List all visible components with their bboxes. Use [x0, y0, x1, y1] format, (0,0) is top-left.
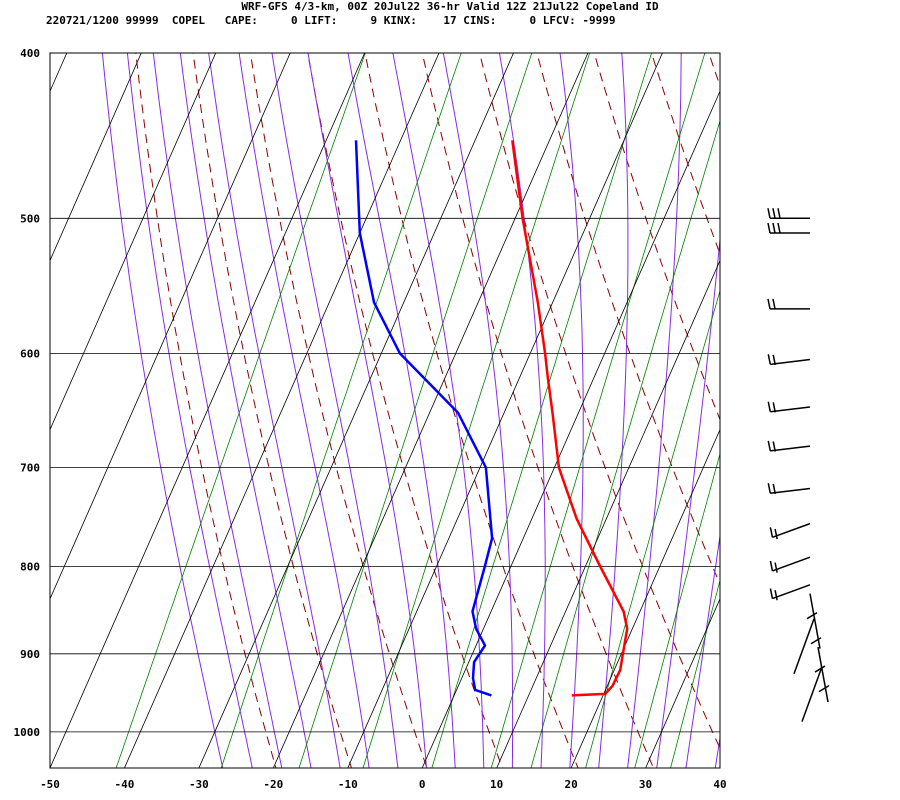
wind-barb: [767, 401, 811, 413]
wind-barb: [814, 646, 829, 703]
wind-barb: [767, 354, 811, 366]
isotherm-line: [50, 53, 365, 768]
mixing-ratio-line: [362, 53, 591, 768]
dry-adiabat: [135, 53, 277, 768]
y-tick-label: 900: [20, 648, 40, 661]
dry-adiabat: [866, 15, 900, 789]
moist-adiabat: [598, 53, 629, 768]
wind-barb: [801, 666, 830, 722]
moist-adiabat: [559, 53, 584, 768]
moist-adiabat: [442, 53, 514, 768]
x-tick-label: -10: [338, 778, 358, 791]
mixing-ratio-line: [115, 53, 366, 768]
x-tick-label: -50: [40, 778, 60, 791]
moist-adiabat: [392, 53, 485, 768]
isotherm-line: [496, 259, 720, 768]
wind-barb: [769, 584, 811, 601]
moist-adiabat: [656, 235, 720, 768]
y-tick-label: 800: [20, 561, 40, 574]
dry-adiabat: [479, 53, 720, 750]
mixing-ratio-line: [530, 119, 720, 768]
dewpoint-profile: [354, 140, 494, 697]
wind-barb: [767, 208, 810, 220]
dry-adiabat: [753, 15, 900, 789]
isotherm-line: [50, 53, 142, 262]
mixing-ratio-line: [634, 452, 720, 768]
y-tick-label: 600: [20, 347, 40, 360]
moist-adiabat: [271, 53, 399, 768]
wind-barb: [767, 483, 811, 495]
isotherm-line: [421, 90, 720, 768]
moist-adiabat: [307, 53, 428, 768]
moist-adiabat: [627, 53, 682, 768]
x-tick-label: 20: [564, 778, 577, 791]
isotherm-line: [50, 53, 291, 600]
dry-adiabat: [307, 53, 504, 768]
isotherm-line: [347, 53, 663, 768]
moist-adiabat: [152, 53, 283, 768]
x-tick-label: 0: [419, 778, 426, 791]
moist-adiabat: [685, 532, 720, 768]
x-tick-label: -20: [263, 778, 283, 791]
x-tick-label: -40: [115, 778, 135, 791]
mixing-ratio-line: [431, 53, 653, 768]
moist-adiabat: [238, 53, 370, 768]
isotherm-line: [124, 53, 440, 768]
moist-adiabat: [208, 53, 341, 768]
isotherm-line: [272, 53, 589, 768]
y-tick-label: 700: [20, 462, 40, 475]
y-tick-label: 500: [20, 212, 40, 225]
wind-barb: [767, 298, 810, 310]
dry-adiabat: [536, 53, 720, 586]
dry-adiabat: [650, 53, 720, 256]
moist-adiabat: [126, 53, 253, 768]
isotherm-line: [50, 53, 217, 431]
x-tick-label: -30: [189, 778, 209, 791]
isotherm-line: [719, 767, 720, 768]
moist-adiabat: [498, 53, 546, 768]
wind-barb: [767, 440, 811, 452]
x-tick-label: 10: [490, 778, 503, 791]
plot-frame: [49, 52, 721, 769]
moist-adiabat: [179, 53, 312, 768]
x-tick-label: 30: [639, 778, 652, 791]
mixing-ratio-line: [298, 53, 533, 768]
dry-adiabat: [593, 53, 720, 421]
mixing-ratio-line: [670, 579, 720, 768]
dry-adiabat: [192, 53, 353, 768]
dry-adiabat: [364, 53, 579, 768]
sounding-indices: 220721/1200 99999 COPEL CAPE: 0 LIFT: 9 …: [46, 14, 616, 27]
moist-adiabat: [101, 53, 224, 768]
y-tick-label: 1000: [14, 726, 41, 739]
wind-barb: [769, 522, 811, 540]
isotherm-line: [645, 597, 720, 768]
isotherm-line: [198, 53, 514, 768]
dry-adiabat: [421, 53, 655, 768]
dry-adiabat: [708, 53, 720, 88]
mixing-ratio-line: [220, 53, 462, 768]
wind-barb: [769, 556, 811, 573]
dry-adiabat: [249, 53, 428, 768]
temperature-profile: [511, 140, 629, 697]
wind-barb: [793, 618, 822, 675]
plot-area: [50, 15, 900, 789]
moist-adiabat: [347, 53, 456, 768]
moist-adiabat: [714, 734, 720, 768]
mixing-ratio-line: [490, 53, 706, 768]
mixing-ratio-line: [585, 289, 720, 768]
chart-title: WRF-GFS 4/3-km, 00Z 20Jul22 36-hr Valid …: [241, 0, 659, 13]
x-tick-label: 40: [713, 778, 726, 791]
wind-barb: [767, 222, 810, 234]
y-tick-label: 400: [20, 47, 40, 60]
